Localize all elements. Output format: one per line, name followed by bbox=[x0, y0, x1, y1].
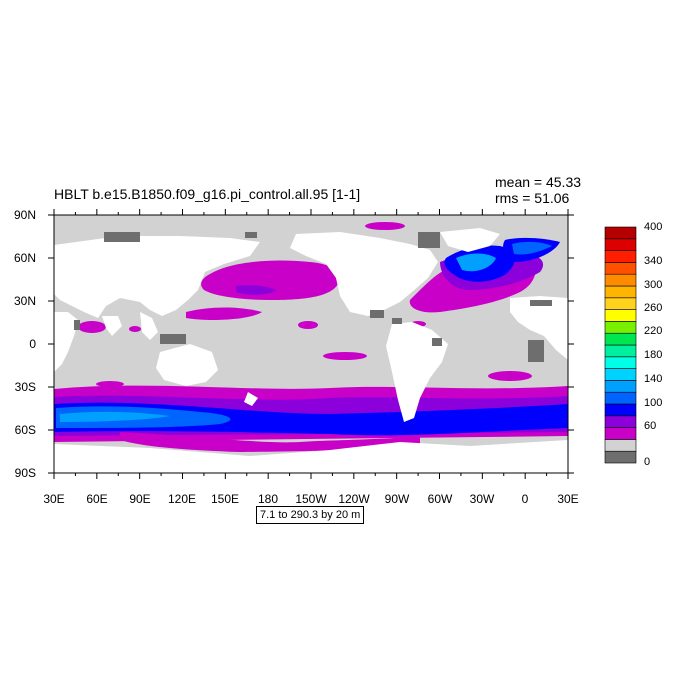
colorbar-box bbox=[604, 368, 637, 381]
north-pacific-purple bbox=[236, 285, 276, 295]
contour-info-box: 7.1 to 290.3 by 20 m bbox=[256, 506, 365, 524]
lat-label-30s: 30S bbox=[14, 380, 36, 394]
lon-label-30w: 30W bbox=[469, 492, 495, 506]
lon-label-30e-right: 30E bbox=[557, 492, 579, 506]
mean-value: mean = 45.33 bbox=[495, 174, 582, 190]
map-plot bbox=[48, 209, 574, 479]
land-eurasia bbox=[54, 236, 260, 318]
colorbar-label-220: 220 bbox=[644, 325, 663, 337]
east-pacific-patch bbox=[298, 321, 318, 329]
arabian-sea-patch bbox=[78, 321, 106, 333]
axis-ticks bbox=[48, 209, 574, 479]
red-sea-dark-patch bbox=[74, 320, 80, 330]
colorbar-label-340: 340 bbox=[644, 255, 663, 267]
lat-label-90n: 90N bbox=[13, 208, 36, 222]
colorbar-label-180: 180 bbox=[644, 349, 663, 361]
arctic-patch bbox=[365, 222, 405, 230]
gulf-guinea-dark-patch bbox=[528, 340, 544, 362]
colorbar-label-400: 400 bbox=[644, 221, 663, 233]
land-greenland bbox=[440, 228, 500, 252]
lat-label-90s: 90S bbox=[14, 466, 36, 480]
kuroshio-magenta bbox=[186, 307, 262, 320]
lat-label-0: 0 bbox=[29, 337, 36, 351]
plot-title: HBLT b.e15.B1850.f09_g16.pi_control.all.… bbox=[54, 186, 361, 202]
colorbar-box bbox=[604, 403, 637, 417]
colorbar-box bbox=[604, 238, 637, 251]
colorbar-box bbox=[604, 273, 637, 287]
lon-label-90e: 90E bbox=[129, 492, 151, 506]
colorbar-box bbox=[604, 285, 637, 299]
land-africa bbox=[54, 296, 568, 372]
lon-label-60w: 60W bbox=[427, 492, 453, 506]
colorbar-label-260: 260 bbox=[644, 302, 663, 314]
land-india bbox=[102, 316, 122, 336]
colorbar-box bbox=[604, 439, 637, 452]
lon-label-120w: 120W bbox=[338, 492, 370, 506]
lat-label-60n: 60N bbox=[13, 251, 36, 265]
land-australia bbox=[156, 344, 218, 386]
colorbar-box bbox=[604, 309, 637, 322]
colorbar-label-300: 300 bbox=[644, 279, 663, 291]
colorbar-box bbox=[604, 380, 637, 393]
lon-label-120e: 120E bbox=[167, 492, 197, 506]
colorbar bbox=[604, 226, 637, 464]
colorbar-box bbox=[604, 250, 637, 263]
nordic-seas-cyan bbox=[512, 241, 552, 255]
southern-band-cyan bbox=[60, 411, 170, 422]
dark-gray-patches bbox=[74, 232, 552, 362]
indonesia-dark-patch bbox=[160, 334, 186, 344]
mediterranean-dark-patch bbox=[530, 300, 552, 306]
colorbar-box bbox=[604, 415, 637, 428]
land-north-america bbox=[290, 232, 438, 316]
colorbar-box bbox=[604, 344, 637, 358]
land-se-asia bbox=[140, 312, 158, 340]
colorbar-box bbox=[604, 321, 637, 334]
lon-label-60e: 60E bbox=[86, 492, 108, 506]
south-indian-patch bbox=[96, 381, 124, 387]
colorbar-label-100: 100 bbox=[644, 397, 663, 409]
south-pacific-patch bbox=[323, 352, 367, 360]
land-south-america bbox=[386, 322, 448, 422]
colorbar-box bbox=[604, 391, 637, 405]
land-antarctica bbox=[54, 440, 568, 473]
lon-label-0: 0 bbox=[521, 492, 529, 506]
colorbar-box bbox=[604, 450, 637, 464]
colorbar-box bbox=[604, 332, 637, 346]
land bbox=[54, 228, 568, 473]
southern-edge-magenta bbox=[120, 432, 420, 452]
indian-ocean-patch bbox=[129, 326, 141, 332]
arctic-dark-patch bbox=[104, 232, 140, 242]
lon-label-30e: 30E bbox=[43, 492, 65, 506]
arctic-dark-patch-2 bbox=[418, 232, 440, 248]
south-atlantic-patch bbox=[488, 371, 532, 381]
lon-label-150e: 150E bbox=[210, 492, 240, 506]
colorbar-box bbox=[604, 226, 637, 240]
lon-label-90w: 90W bbox=[384, 492, 410, 506]
colorbar-box bbox=[604, 427, 637, 440]
north-pacific-magenta bbox=[201, 260, 340, 300]
colorbar-box bbox=[604, 262, 637, 275]
colorbar-label-140: 140 bbox=[644, 373, 663, 385]
amazon-dark-patch bbox=[432, 338, 442, 346]
labrador-cyan bbox=[456, 253, 496, 272]
bering-dark-patch bbox=[245, 232, 257, 238]
land-new-zealand bbox=[244, 392, 258, 406]
caribbean-dark-patch bbox=[392, 318, 402, 324]
gulf-mexico-dark-patch bbox=[370, 310, 384, 318]
lat-label-60s: 60S bbox=[14, 423, 36, 437]
lat-label-30n: 30N bbox=[13, 294, 36, 308]
rms-value: rms = 51.06 bbox=[495, 190, 570, 206]
colorbar-box bbox=[604, 356, 637, 369]
colorbar-label-60: 60 bbox=[644, 420, 657, 432]
colorbar-box bbox=[604, 297, 637, 310]
lon-label-150w: 150W bbox=[295, 492, 327, 506]
colorbar-label-0: 0 bbox=[644, 456, 651, 468]
lon-label-180: 180 bbox=[257, 492, 279, 506]
